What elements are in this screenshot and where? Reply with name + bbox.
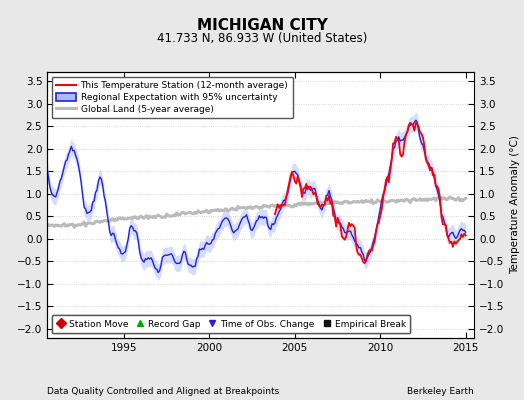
Text: MICHIGAN CITY: MICHIGAN CITY [196, 18, 328, 33]
Text: 41.733 N, 86.933 W (United States): 41.733 N, 86.933 W (United States) [157, 32, 367, 45]
Y-axis label: Temperature Anomaly (°C): Temperature Anomaly (°C) [510, 136, 520, 274]
Text: Berkeley Earth: Berkeley Earth [408, 387, 474, 396]
Text: Data Quality Controlled and Aligned at Breakpoints: Data Quality Controlled and Aligned at B… [47, 387, 279, 396]
Legend: Station Move, Record Gap, Time of Obs. Change, Empirical Break: Station Move, Record Gap, Time of Obs. C… [52, 315, 410, 334]
